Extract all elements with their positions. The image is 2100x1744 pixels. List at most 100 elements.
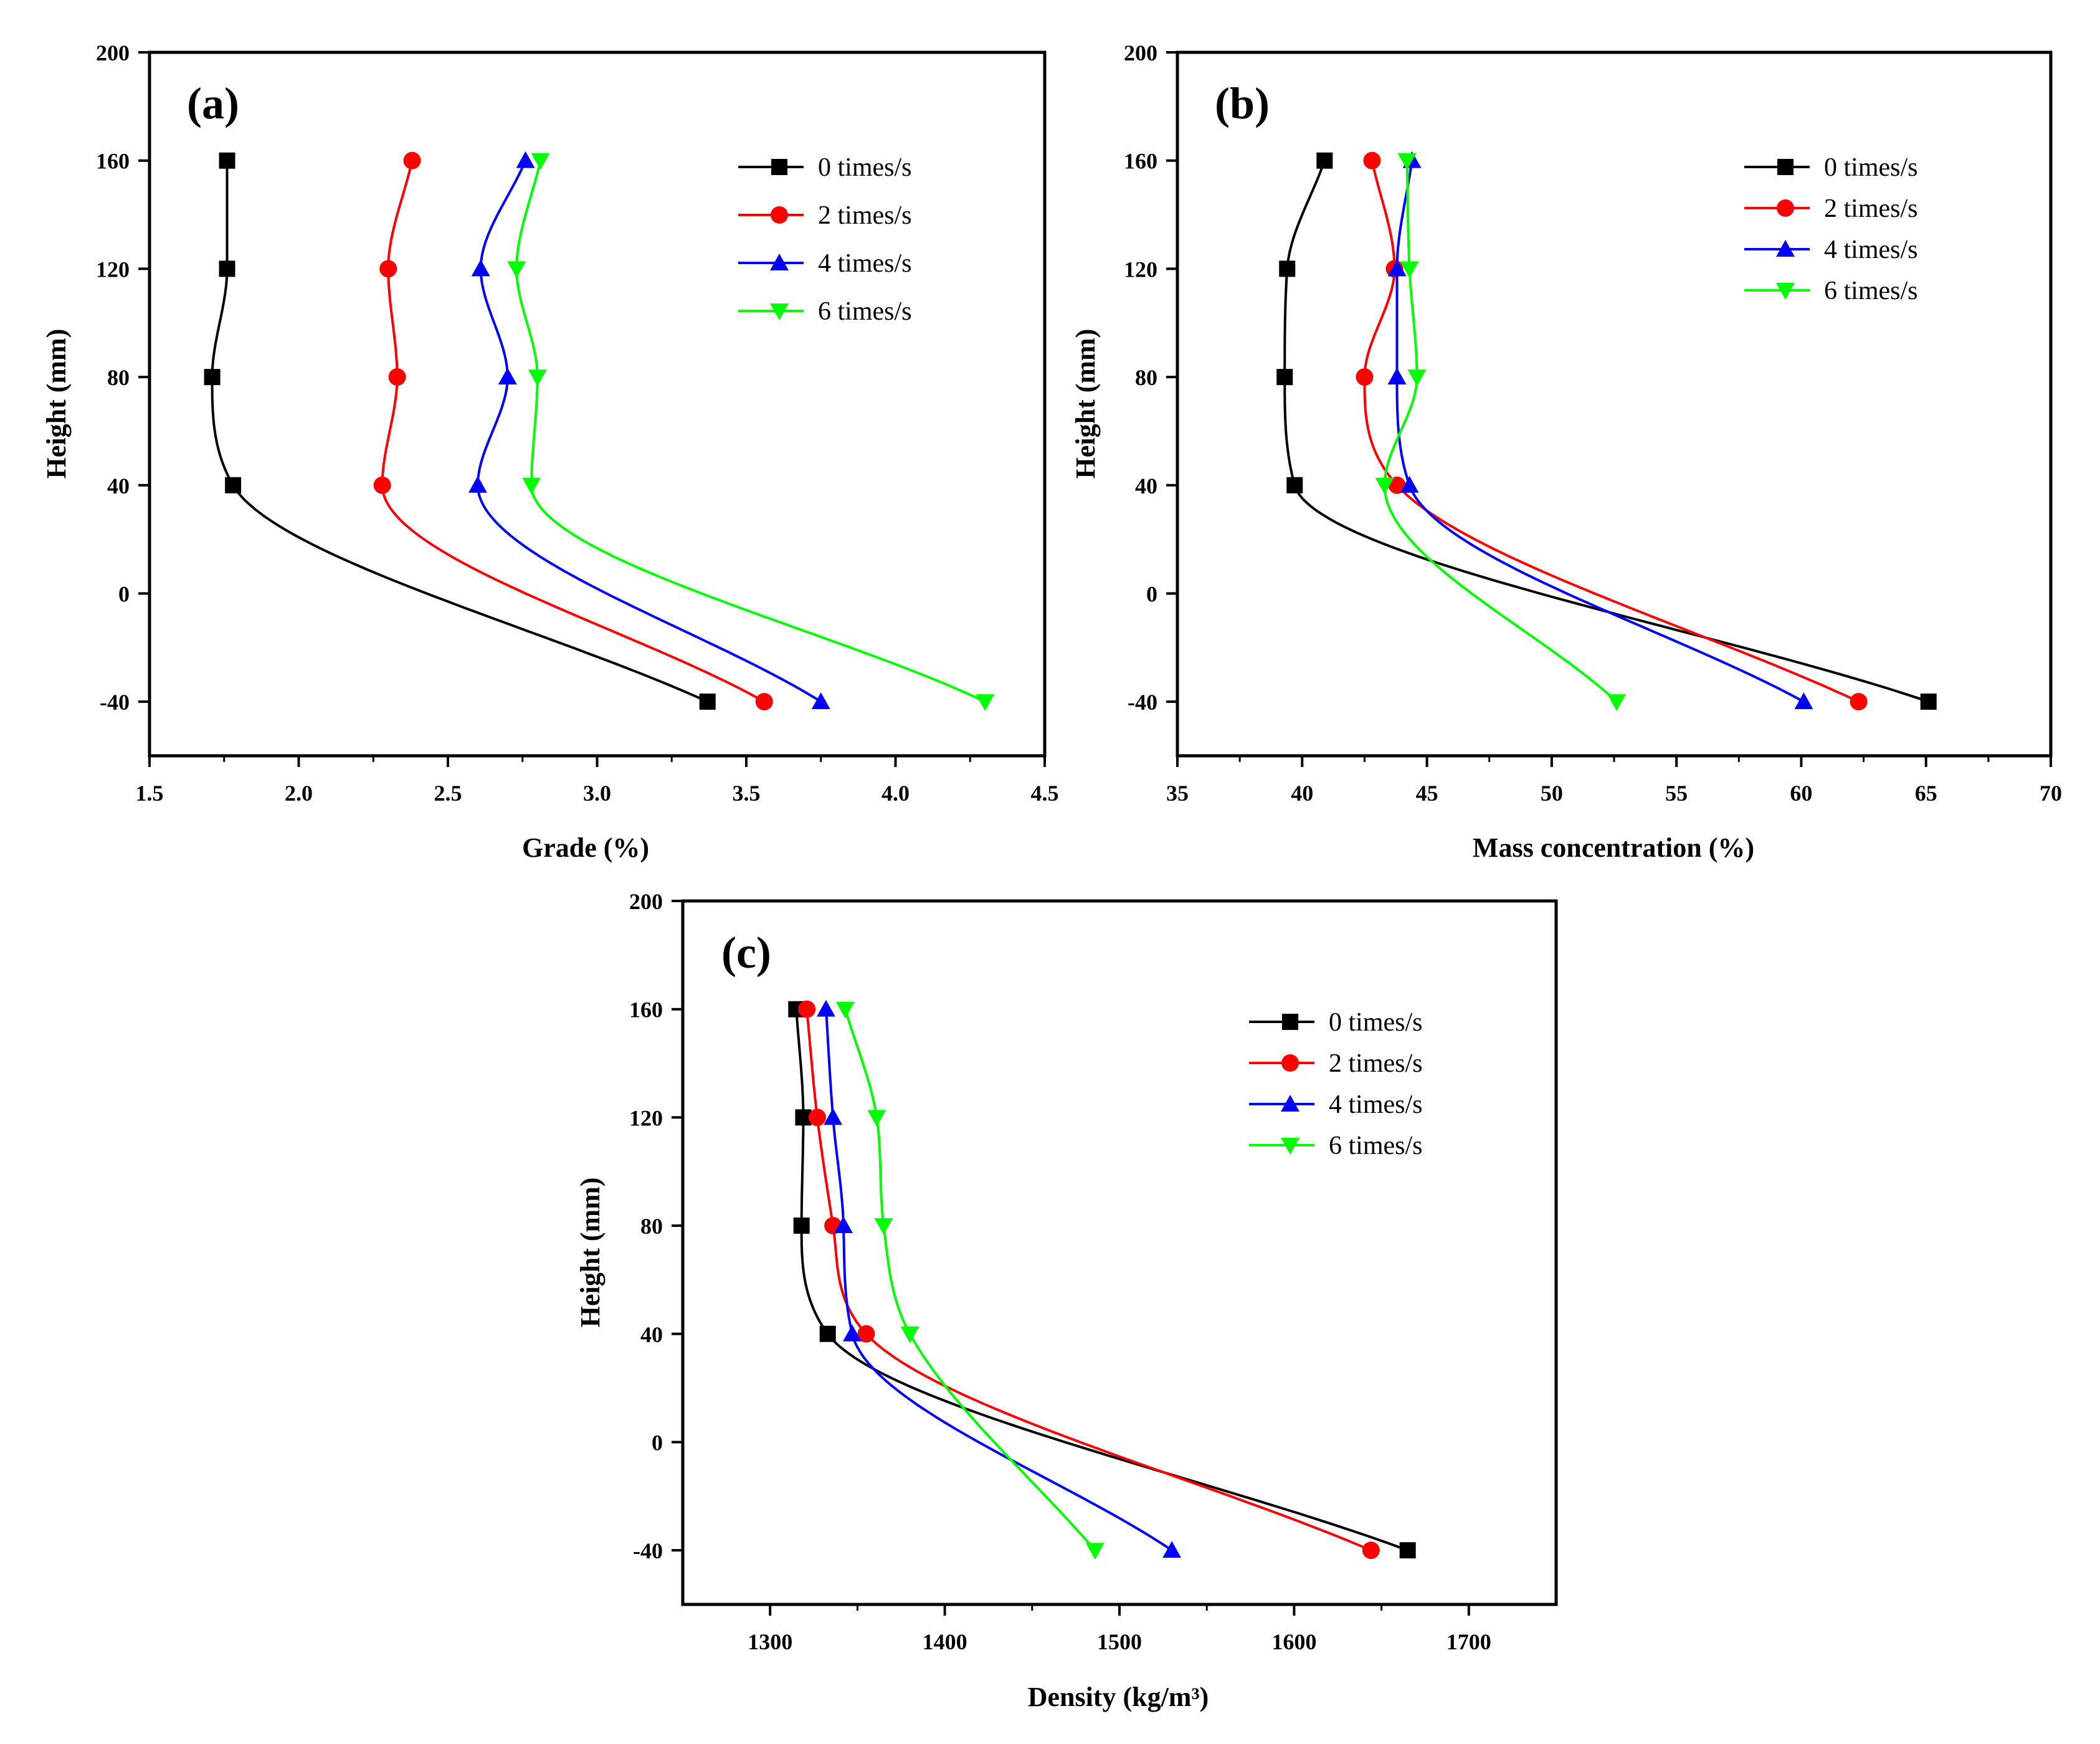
series-line [1383,160,1618,703]
series-line [795,1009,1409,1552]
y-tick-label: -40 [100,690,130,715]
data-point [1362,1541,1380,1560]
data-point [388,368,406,386]
data-point [219,152,235,169]
panel-a: 1.5 2.0 2.5 3.0 3.5 4.0 4.5 -40 0 40 80 120 160 200 (… [41,41,1059,863]
legend-label: 6 times/s [1329,1132,1423,1160]
data-point [1920,693,1937,710]
x-tick-label: 1600 [1271,1629,1316,1654]
series-line [381,160,765,703]
x-tick-label: 2.0 [285,781,313,806]
x-axis-title-b: Mass concentration (%) [1473,832,1754,863]
y-tick-label: -40 [633,1538,663,1563]
legend-c: 0 times/s 2 times/s 4 times/s 6 times/s [1249,1008,1423,1160]
legend-marker [1776,240,1795,257]
legend-label: 2 times/s [818,201,912,230]
data-point [498,368,517,385]
data-point [507,261,526,279]
panel-b: 35 40 45 50 55 60 65 70 -40 0 40 80 120 160 200 (b) Ma… [1070,41,2062,863]
data-point [373,476,391,494]
data-point [755,693,773,711]
data-point [379,260,397,278]
y-tick-label: 80 [107,365,130,390]
data-point [219,260,235,277]
legend-marker [1281,1095,1299,1112]
legend-label: 0 times/s [1824,153,1918,182]
panel-label-a: (a) [187,79,239,128]
data-point [699,693,716,710]
legend-label: 2 times/s [1824,194,1918,223]
y-axis-title-c: Height (mm) [575,1178,606,1328]
x-tick-label: 50 [1541,781,1563,806]
data-point [1400,475,1419,493]
data-point [900,1326,919,1343]
data-point [819,1325,836,1342]
data-point [1794,692,1813,710]
legend-marker [1281,1138,1299,1155]
data-point [1363,151,1381,169]
x-axis-title-c: Density (kg/m³) [1028,1682,1209,1712]
y-tick-label: 120 [96,257,130,282]
panel-label-b: (b) [1215,79,1270,128]
data-point [516,151,535,168]
data-point [1356,368,1374,386]
legend-marker [771,206,788,224]
y-tick-label: 40 [1135,474,1157,498]
data-point [816,999,835,1017]
x-tick-label: 1.5 [136,781,164,806]
x-tick-label: 1300 [748,1629,792,1654]
legend-label: 0 times/s [1329,1008,1423,1037]
data-point [1397,153,1417,170]
data-point [1407,369,1427,387]
legend-marker [1777,159,1794,175]
data-point [1276,369,1293,386]
data-point [1400,261,1419,279]
x-tick-label: 70 [2040,781,2062,806]
data-point [798,1000,816,1018]
legend-label: 4 times/s [1329,1090,1423,1119]
legend-marker [770,254,789,270]
data-point [867,1110,886,1127]
data-point [1387,259,1407,277]
data-point [793,1217,810,1234]
legend-a: 0 times/s 2 times/s 4 times/s 6 times/s [738,153,912,326]
data-point [843,1324,862,1341]
data-point [471,259,490,277]
x-tick-label: 35 [1166,781,1189,806]
data-point [522,477,541,495]
plot-area-b [1176,50,2053,758]
y-tick-label: 160 [96,149,130,174]
x-tick-label: 4.0 [881,781,910,806]
data-point [1279,260,1296,277]
legend-b: 0 times/s 2 times/s 4 times/s 6 times/s [1744,153,1918,305]
ticks-c: 1300 1400 1500 1600 1700 -40 0 40 80 120 160 200 [629,889,1491,1654]
series-line [211,160,708,703]
x-tick-label: 1500 [1097,1629,1142,1654]
y-tick-label: 160 [629,998,663,1022]
legend-label: 0 times/s [818,153,912,182]
legend-marker [1776,283,1795,300]
data-point [1316,152,1333,169]
legend-marker [1777,199,1794,217]
data-point [834,1216,853,1234]
data-point [808,1108,826,1127]
data-point [531,153,550,170]
data-point [1607,694,1626,712]
series-line [843,1009,1096,1551]
x-tick-label: 40 [1291,781,1313,806]
x-tick-label: 60 [1790,781,1812,806]
data-point [1399,1542,1416,1559]
data-point [1375,477,1394,495]
series-line [1363,160,1860,703]
x-tick-label: 1400 [923,1629,967,1654]
y-tick-label: 0 [652,1430,663,1455]
y-tick-label: 40 [640,1322,663,1347]
legend-marker [1282,1014,1298,1030]
panel-c: 1300 1400 1500 1600 1700 -40 0 40 80 120 160 200 (c… [575,889,1558,1712]
series-c [788,999,1416,1560]
series-line [515,160,986,703]
legend-marker [1281,1054,1299,1072]
y-tick-label: 0 [1146,581,1157,606]
data-point [1162,1541,1182,1558]
